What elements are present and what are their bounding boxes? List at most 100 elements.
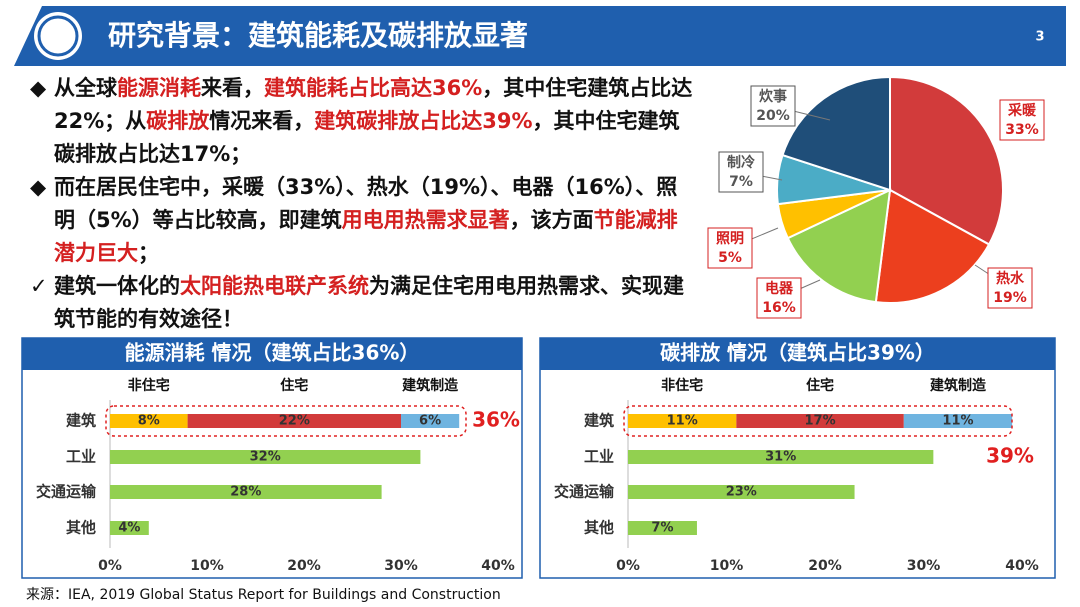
bullet-marker: ✓ [30, 274, 48, 298]
value-label: 4% [118, 521, 140, 536]
bar-segment [736, 414, 904, 428]
x-tick-label: 0% [616, 558, 640, 574]
pie-slice [874, 188, 991, 304]
annotation: 36% [472, 408, 520, 432]
y-tick-label: 建筑 [584, 412, 614, 430]
x-tick-label: 30% [384, 558, 418, 574]
value-label: 17% [805, 414, 836, 429]
x-tick-label: 0% [98, 558, 122, 574]
bullet-text: 建筑一体化的 [54, 274, 180, 298]
x-tick-label: 20% [287, 558, 321, 574]
header-title: 研究背景：建筑能耗及碳排放显著 [108, 19, 528, 52]
highlight-box [623, 405, 1013, 437]
panel-title: 碳排放 情况（建筑占比39%） [660, 341, 935, 365]
pie-slice [781, 75, 891, 192]
slice-label: 电器 [765, 280, 794, 297]
legend-label: 非住宅 [661, 377, 703, 394]
value-label: 22% [279, 414, 310, 429]
value-label: 28% [230, 485, 261, 500]
bullet-list: ◆ 从全球能源消耗来看，建筑能耗占比高达36%，其中住宅建筑占比达22%；从碳排放… [30, 72, 698, 336]
slice-label: 照明 [716, 231, 744, 247]
bullet-text: 为满足住宅用电用热需求、实现建筑节能的有效途径！ [54, 274, 684, 331]
logo [34, 12, 82, 60]
slice-label: 采暖 [1007, 102, 1037, 119]
value-label: 31% [765, 450, 796, 465]
bar-segment [110, 521, 149, 535]
bar-segment [628, 485, 855, 499]
bullet-text: ，该方面 [509, 208, 594, 232]
y-tick-label: 其他 [584, 519, 614, 537]
bullet-text: 情况来看， [209, 109, 315, 133]
bar-segment [628, 521, 697, 535]
bullet-text: ，其中住宅建筑占比达22%；从 [54, 76, 693, 133]
pie-slice [786, 188, 892, 304]
bullet-marker: ◆ [30, 76, 47, 100]
logo-ring [37, 15, 79, 57]
y-tick-label: 工业 [66, 448, 96, 466]
bar-segment [628, 450, 934, 464]
legend-label: 非住宅 [128, 377, 170, 394]
slice-label: 制冷 [727, 154, 755, 171]
bullet-text: 建筑能耗占比高达36% [264, 76, 483, 100]
source-note: 来源：IEA, 2019 Global Status Report for Bu… [26, 587, 501, 603]
value-label: 23% [726, 485, 757, 500]
bar-segment [628, 414, 737, 428]
bullet-text: 节能减排潜力巨大 [54, 208, 678, 265]
y-tick-label: 建筑 [66, 412, 96, 430]
panel-header [22, 338, 522, 370]
x-tick-label: 10% [710, 558, 744, 574]
value-label: 7% [651, 521, 673, 536]
bullet-text: 能源消耗 [117, 76, 201, 100]
bullet-text: 太阳能热电联产系统 [180, 274, 369, 298]
bullet-text: ； [138, 241, 159, 265]
label-box [999, 99, 1045, 141]
bullet-text: 建筑碳排放占比达39% [314, 109, 533, 133]
y-tick-label: 交通运输 [36, 483, 97, 501]
value-label: 11% [942, 414, 973, 429]
legend-label: 住宅 [280, 377, 308, 394]
bar-segment [110, 485, 382, 499]
pie-slice [889, 75, 1004, 246]
legend-label: 建筑制造 [930, 377, 986, 394]
bullet-text: 用电用热需求显著 [341, 208, 510, 232]
slice-value: 16% [762, 300, 796, 316]
value-label: 6% [419, 414, 441, 429]
label-box [987, 267, 1033, 309]
y-tick-label: 其他 [66, 519, 96, 537]
x-tick-label: 30% [907, 558, 941, 574]
label-box [718, 151, 764, 193]
bullet: ◆ 而在居民住宅中，采暖（33%）、热水（19%）、电器（16%）、照明（5%）等… [30, 171, 698, 270]
label-box [756, 277, 802, 319]
bullet-marker: ◆ [30, 175, 47, 199]
slice-value: 19% [993, 290, 1027, 306]
value-label: 32% [250, 450, 281, 465]
bar-segment [401, 414, 460, 428]
bullet-text: ，其中住宅建筑碳排放占比达17%； [54, 109, 680, 166]
panel-title: 能源消耗 情况（建筑占比36%） [125, 341, 420, 365]
value-label: 11% [667, 414, 698, 429]
annotation: 39% [986, 444, 1034, 468]
legend-label: 住宅 [806, 377, 834, 394]
bar-segment [110, 450, 421, 464]
value-label: 8% [138, 414, 160, 429]
highlight-box [105, 405, 467, 437]
slice-value: 33% [1005, 122, 1039, 138]
slice-label: 炊事 [759, 88, 787, 105]
slice-label: 热水 [996, 270, 1025, 287]
page-number: 3 [1035, 30, 1044, 45]
y-tick-label: 工业 [584, 448, 614, 466]
x-tick-label: 40% [1005, 558, 1039, 574]
x-tick-label: 20% [808, 558, 842, 574]
bar-segment [187, 414, 401, 428]
bullet-text: 碳排放 [146, 109, 210, 133]
x-tick-label: 10% [190, 558, 224, 574]
bullet-text: 而在居民住宅中，采暖（33%）、热水（19%）、电器（16%）、照明（5%）等占… [54, 175, 678, 232]
bullet: ✓ 建筑一体化的太阳能热电联产系统为满足住宅用电用热需求、实现建筑节能的有效途径！ [30, 270, 698, 336]
bullet-text: 来看， [201, 76, 264, 100]
bar-segment [110, 414, 188, 428]
bullet: ◆ 从全球能源消耗来看，建筑能耗占比高达36%，其中住宅建筑占比达22%；从碳排放… [30, 72, 698, 171]
x-tick-label: 40% [481, 558, 515, 574]
slice-value: 5% [718, 250, 742, 266]
